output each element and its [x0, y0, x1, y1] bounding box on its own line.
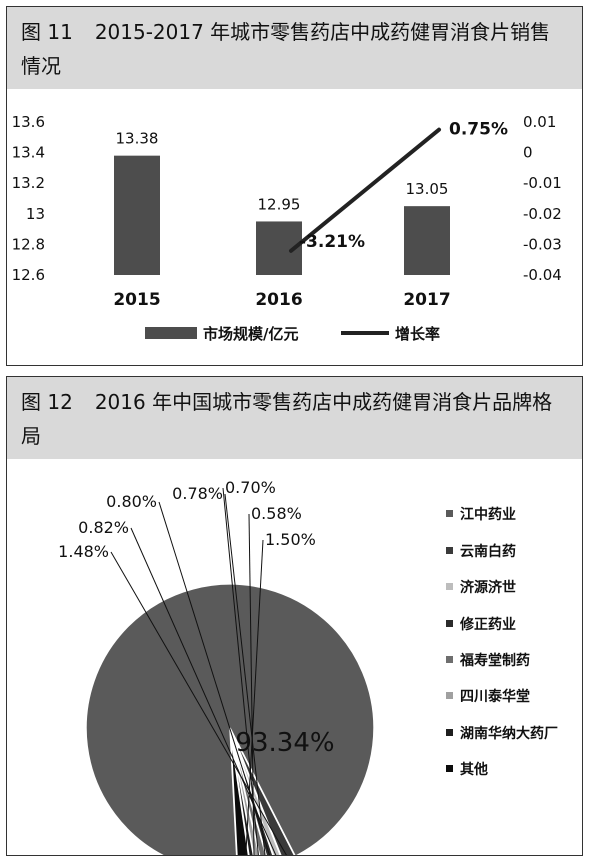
y-axis-tick-label: 13.4 [12, 144, 45, 162]
figure-title: 2015-2017 年城市零售药店中成药健胃消食片销售情况 [21, 20, 551, 78]
legend-swatch [446, 547, 453, 554]
pie-value-label: 0.70% [225, 478, 276, 497]
leader-line [222, 487, 259, 855]
bar [404, 206, 450, 275]
figure-number: 图 12 [21, 390, 73, 414]
pie-value-label: 0.80% [106, 492, 157, 511]
legend-label: 增长率 [395, 325, 440, 343]
figure-11-header: 图 11 2015-2017 年城市零售药店中成药健胃消食片销售情况 [7, 7, 582, 89]
legend-swatch [446, 765, 453, 772]
legend-swatch-bar [145, 327, 197, 339]
figure-11-panel: 图 11 2015-2017 年城市零售药店中成药健胃消食片销售情况 12.6 12… [6, 6, 583, 366]
pie-value-label: 0.78% [172, 484, 223, 503]
line-data-label: 0.75% [449, 120, 508, 140]
y2-axis-tick-label: -0.02 [523, 205, 562, 223]
legend-label: 湖南华纳大药厂 [460, 725, 558, 742]
pie-value-label: 1.48% [58, 542, 109, 561]
bar-data-label: 13.38 [116, 130, 159, 148]
y2-axis-tick-label: 0 [523, 144, 533, 162]
line-data-label: -3.21% [299, 232, 365, 252]
legend-swatch [446, 692, 453, 699]
sales-combo-chart: 12.6 12.8 13 13.2 13.4 13.6 -0.04 -0.03 -0.02 -0.… [12, 113, 562, 343]
pie-value-label: 93.34% [235, 728, 334, 758]
bar-data-label: 13.05 [406, 180, 449, 198]
y2-axis-tick-label: 0.01 [523, 113, 556, 131]
legend-label: 其他 [460, 761, 488, 778]
figure-12-header: 图 12 2016 年中国城市零售药店中成药健胃消食片品牌格局 [7, 377, 582, 459]
x-axis-tick-label: 2016 [255, 290, 302, 310]
y-axis-tick-label: 13.2 [12, 174, 45, 192]
pie-value-label: 0.58% [251, 504, 302, 523]
legend-swatch [446, 510, 453, 517]
legend-label: 济源济世 [460, 579, 516, 596]
legend-label: 四川泰华堂 [460, 688, 530, 705]
pie-slice [231, 733, 282, 855]
y2-axis-tick-label: -0.01 [523, 174, 562, 192]
x-axis-tick-label: 2015 [113, 290, 160, 310]
pie-slice [230, 733, 260, 855]
y-axis-tick-label: 13.6 [12, 113, 45, 131]
pie-value-label: 1.50% [265, 530, 316, 549]
pie-slice [231, 733, 296, 855]
figure-number: 图 11 [21, 20, 73, 44]
figure-title: 2016 年中国城市零售药店中成药健胃消食片品牌格局 [21, 390, 553, 448]
pie-value-label: 0.82% [78, 518, 129, 537]
leader-line [110, 551, 287, 855]
pie-slice [85, 583, 375, 855]
brand-share-pie-chart: 93.34% 1.48% 0.82% 0.80% 0.78% 0.70% 0.58% 1.50… [58, 478, 558, 855]
leader-line [245, 539, 264, 855]
legend-label: 江中药业 [460, 506, 516, 523]
legend-label: 云南白药 [460, 543, 516, 560]
bar [114, 155, 160, 275]
leader-line [158, 501, 270, 855]
leader-line [248, 513, 255, 855]
pie-slice [229, 733, 250, 855]
y2-axis-tick-label: -0.03 [523, 235, 562, 253]
legend-swatch [446, 656, 453, 663]
legend-swatch [446, 620, 453, 627]
legend-label: 修正药业 [459, 616, 516, 633]
y-axis-tick-label: 12.6 [12, 266, 45, 284]
growth-rate-line [289, 127, 441, 253]
legend-label: 市场规模/亿元 [203, 325, 298, 343]
bar-data-label: 12.95 [258, 195, 301, 213]
legend-swatch [446, 729, 453, 736]
leader-line [224, 493, 266, 855]
y-axis-tick-label: 13 [26, 205, 45, 223]
x-axis-tick-label: 2017 [403, 290, 450, 310]
figure-12-panel: 图 12 2016 年中国城市零售药店中成药健胃消食片品牌格局 93.34% 1.4… [6, 376, 583, 856]
legend-label: 福寿堂制药 [459, 652, 530, 669]
y2-axis-tick-label: -0.04 [523, 266, 562, 284]
legend-swatch [446, 583, 453, 590]
leader-line [130, 527, 277, 855]
y-axis-tick-label: 12.8 [12, 235, 45, 253]
